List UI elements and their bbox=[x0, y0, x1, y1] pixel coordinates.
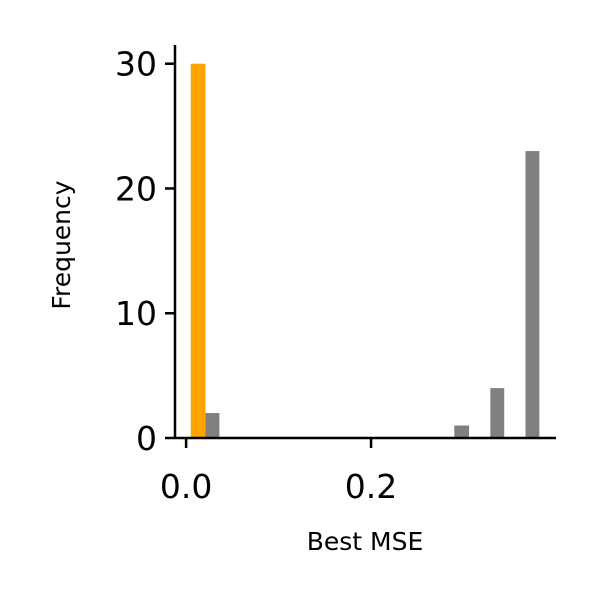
y-tick-label-3: 30 bbox=[115, 45, 157, 84]
y-tick-label-2: 20 bbox=[115, 169, 157, 208]
ticks-layer: 0.0 0.2 0 10 20 30 bbox=[115, 45, 397, 506]
x-tick-label-1: 0.2 bbox=[345, 467, 397, 506]
x-axis-title: Best MSE bbox=[307, 527, 424, 556]
y-axis-title: Frequency bbox=[47, 180, 76, 309]
x-tick-label-0: 0.0 bbox=[160, 467, 212, 506]
histogram-bar-s1-2 bbox=[490, 388, 505, 438]
y-tick-label-0: 0 bbox=[136, 419, 157, 458]
axes-layer bbox=[173, 45, 556, 440]
bars-layer bbox=[190, 63, 540, 439]
histogram-bar-s1-0 bbox=[205, 413, 220, 438]
histogram-bar-s0-0 bbox=[190, 63, 206, 438]
y-tick-label-1: 10 bbox=[115, 294, 157, 333]
histogram-bar-s1-1 bbox=[454, 425, 470, 438]
histogram-bar-s1-3 bbox=[525, 151, 540, 439]
